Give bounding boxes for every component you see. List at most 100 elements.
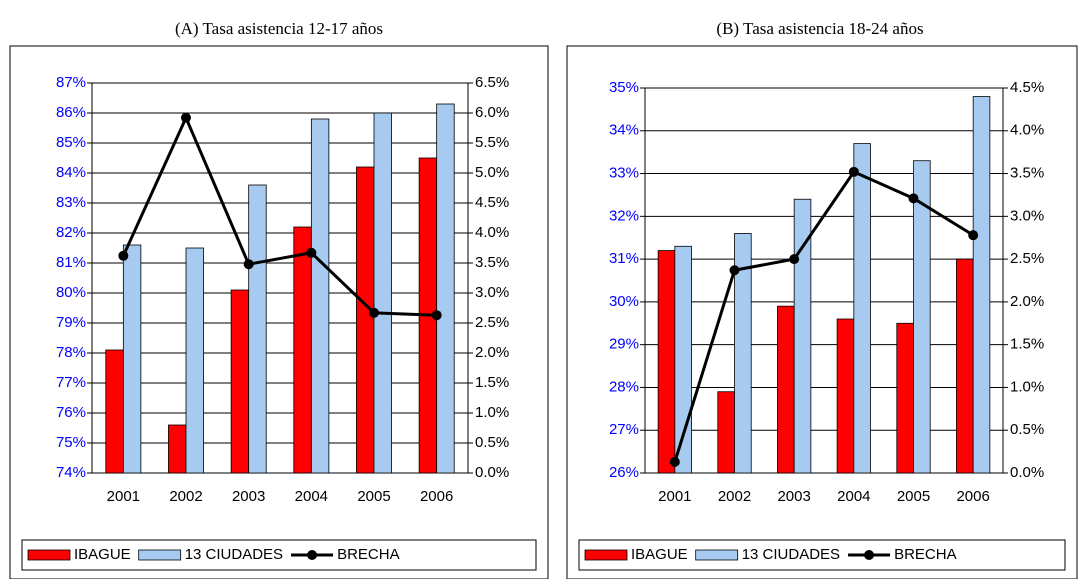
- point: [243, 259, 254, 270]
- x-tick-label: 2004: [295, 488, 328, 505]
- bar: [777, 305, 795, 474]
- x-tick-label: 2003: [777, 488, 810, 505]
- point: [369, 307, 379, 318]
- y2-tick-label: 1.0%: [475, 404, 509, 421]
- x-tick-label: 2003: [232, 488, 265, 505]
- bar: [657, 250, 676, 474]
- point: [669, 456, 680, 467]
- y-tick-label: 86%: [56, 104, 86, 121]
- y-tick-label: 32%: [609, 207, 639, 224]
- y2-tick-label: 4.0%: [1010, 122, 1044, 139]
- y-tick-label: 79%: [56, 314, 86, 331]
- y2-tick-label: 0.0%: [1010, 464, 1044, 481]
- chart-border: [566, 45, 1078, 579]
- point: [118, 250, 129, 261]
- bar: [436, 103, 455, 474]
- bar: [734, 233, 752, 474]
- point: [848, 166, 859, 177]
- x-tick-label: 2004: [837, 488, 870, 505]
- y-tick-label: 28%: [609, 378, 639, 395]
- legend-swatch: [138, 549, 182, 561]
- y-tick-label: 80%: [56, 284, 86, 301]
- point: [729, 265, 740, 276]
- y2-tick-label: 1.5%: [475, 374, 509, 391]
- y-tick-label: 27%: [609, 421, 639, 438]
- y-tick-label: 30%: [609, 293, 639, 310]
- y2-tick-label: 1.0%: [1010, 378, 1044, 395]
- bar: [793, 198, 812, 474]
- y2-tick-label: 6.5%: [475, 74, 509, 91]
- y-tick-label: 77%: [56, 374, 86, 391]
- y-tick-label: 84%: [56, 164, 86, 181]
- bar: [185, 247, 204, 474]
- point: [968, 230, 979, 241]
- y2-tick-label: 0.0%: [475, 464, 509, 481]
- y-tick-label: 81%: [56, 254, 86, 271]
- point: [181, 112, 191, 123]
- bar: [853, 143, 871, 474]
- point: [431, 310, 442, 321]
- y2-tick-label: 5.5%: [475, 134, 509, 151]
- bar: [674, 245, 692, 474]
- x-tick-label: 2002: [718, 488, 751, 505]
- bar: [356, 166, 375, 474]
- legend-label: IBAGUE: [74, 546, 131, 563]
- y2-tick-label: 2.5%: [1010, 250, 1044, 267]
- y2-tick-label: 3.5%: [475, 254, 509, 271]
- legend-label: BRECHA: [337, 546, 400, 563]
- chart-title: (A) Tasa asistencia 12-17 años: [175, 19, 383, 38]
- bar: [105, 349, 124, 474]
- legend-swatch: [584, 549, 628, 561]
- bar: [836, 318, 855, 474]
- y2-tick-label: 0.5%: [475, 434, 509, 451]
- point: [789, 254, 800, 265]
- legend-border: [578, 539, 1066, 571]
- x-tick-label: 2005: [357, 488, 390, 505]
- x-tick-label: 2006: [956, 488, 989, 505]
- bar: [896, 322, 914, 474]
- y-tick-label: 34%: [609, 122, 639, 139]
- bar: [248, 184, 267, 474]
- bar: [310, 118, 330, 474]
- y-tick-label: 29%: [609, 336, 639, 353]
- y2-tick-label: 4.0%: [475, 224, 509, 241]
- bar: [913, 160, 931, 474]
- y-tick-label: 76%: [56, 404, 86, 421]
- y2-tick-label: 2.0%: [1010, 293, 1044, 310]
- point: [306, 247, 317, 258]
- line: [121, 114, 437, 317]
- x-tick-label: 2001: [107, 488, 140, 505]
- y-tick-label: 78%: [56, 344, 86, 361]
- y-tick-label: 33%: [609, 165, 639, 182]
- y-tick-label: 85%: [56, 134, 86, 151]
- legend-label: 13 CIUDADES: [185, 546, 283, 563]
- y-tick-label: 26%: [609, 464, 639, 481]
- legend-swatch: [27, 549, 71, 561]
- bar: [972, 96, 991, 474]
- y-tick-label: 83%: [56, 194, 86, 211]
- y2-tick-label: 3.5%: [1010, 165, 1044, 182]
- y-tick-label: 35%: [609, 79, 639, 96]
- y2-tick-label: 3.0%: [475, 284, 509, 301]
- y2-tick-label: 0.5%: [1010, 421, 1044, 438]
- x-tick-label: 2001: [658, 488, 691, 505]
- legend-label: 13 CIUDADES: [742, 546, 840, 563]
- y-tick-label: 87%: [56, 74, 86, 91]
- bar: [717, 391, 735, 474]
- legend-border: [21, 539, 537, 571]
- y-tick-label: 75%: [56, 434, 86, 451]
- x-tick-label: 2006: [420, 488, 453, 505]
- chart-border: [9, 45, 549, 579]
- legend-label: BRECHA: [894, 546, 957, 563]
- bar: [122, 244, 142, 474]
- y2-tick-label: 2.0%: [475, 344, 509, 361]
- y2-tick-label: 3.0%: [1010, 207, 1044, 224]
- x-tick-label: 2005: [897, 488, 930, 505]
- y-tick-label: 82%: [56, 224, 86, 241]
- bar: [230, 289, 250, 474]
- y-tick-label: 31%: [609, 250, 639, 267]
- y2-tick-label: 6.0%: [475, 104, 509, 121]
- bar: [373, 112, 392, 474]
